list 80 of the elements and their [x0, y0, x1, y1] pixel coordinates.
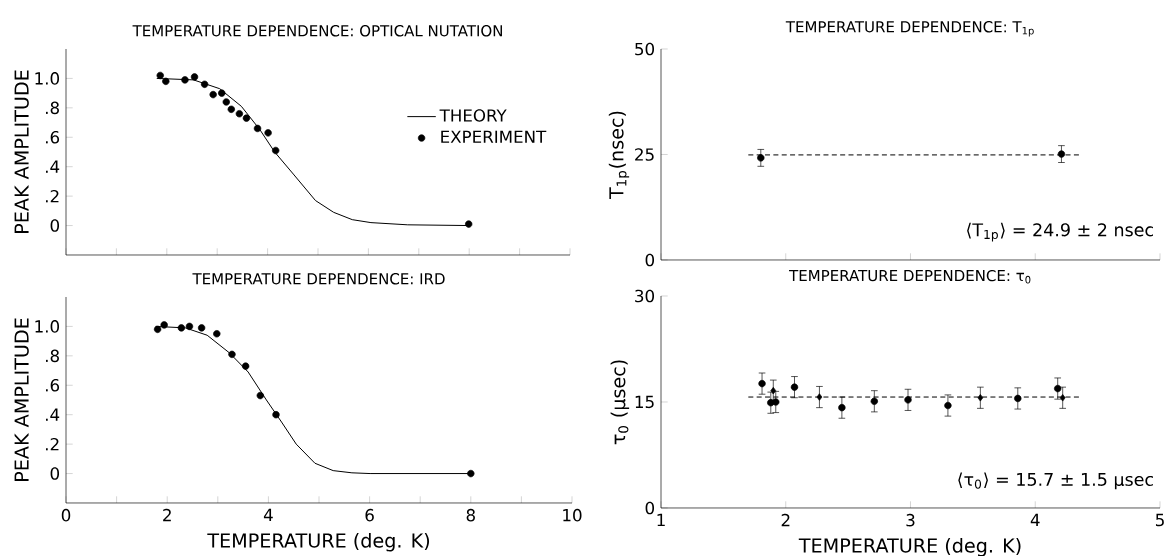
point: [772, 398, 780, 406]
x-tick-label: 2: [781, 513, 790, 527]
point: [758, 379, 766, 388]
legend-label: EXPERIMENT: [441, 130, 547, 143]
point: [242, 114, 251, 122]
point: [177, 324, 186, 332]
y-tick-label: 0: [50, 219, 60, 232]
point: [870, 397, 878, 405]
y-axis-title: T$_{1p}$(nsec): [608, 111, 630, 200]
point: [253, 124, 262, 133]
point: [467, 469, 475, 478]
point: [160, 321, 168, 329]
point: [272, 411, 280, 419]
point: [227, 105, 235, 113]
y-tick-label: 0: [645, 253, 655, 267]
y-tick-label: .2: [45, 189, 59, 203]
x-axis-title: TEMPERATURE (deg. K): [207, 532, 430, 552]
x-tick-label: 0: [61, 508, 71, 522]
y-tick-label: 15: [635, 395, 654, 409]
chart-title: TEMPERATURE DEPENDENCE: IRD: [192, 273, 445, 285]
point: [153, 325, 162, 334]
y-tick-label: .6: [45, 378, 60, 392]
point: [197, 324, 206, 332]
y-tick-label: 30: [635, 289, 655, 303]
point: [465, 220, 473, 228]
y-tick-label: 50: [635, 42, 655, 56]
point: [977, 394, 984, 402]
point: [904, 396, 912, 404]
x-tick-label: 10: [563, 508, 582, 522]
point: [271, 146, 280, 155]
point: [209, 90, 217, 99]
y-axis-title: τ$_{0}$ (μsec): [610, 360, 630, 445]
legend-label: THEORY: [439, 109, 507, 122]
point: [156, 71, 164, 80]
x-tick-label: 3: [906, 513, 915, 527]
point: [190, 73, 199, 81]
y-tick-label: .6: [45, 130, 60, 144]
y-tick-label: 1.0: [35, 320, 60, 333]
point: [235, 110, 244, 118]
y-tick-label: .8: [45, 101, 59, 115]
annotation: ⟨τ$_{0}$⟩ = 15.7 ± 1.5 μsec: [958, 472, 1153, 490]
annotation: ⟨T$_{1p}$⟩ = 24.9 ± 2 nsec: [967, 222, 1153, 242]
point: [213, 330, 221, 338]
x-tick-label: 8: [466, 508, 475, 522]
y-tick-label: .2: [45, 437, 59, 451]
x-tick-label: 5: [1155, 513, 1164, 527]
point: [1014, 394, 1022, 403]
x-tick-label: 4: [263, 508, 273, 522]
x-axis-title: TEMPERATURE (deg. K): [798, 537, 1021, 556]
point: [790, 383, 799, 391]
x-tick-label: 1: [657, 513, 665, 527]
y-tick-label: 1.0: [35, 72, 60, 85]
point: [838, 403, 846, 412]
x-tick-label: 6: [365, 508, 374, 522]
point: [218, 89, 226, 97]
x-tick-label: 2: [163, 508, 171, 522]
point: [256, 391, 264, 400]
y-axis-title: PEAK AMPLITUDE: [14, 70, 29, 233]
y-tick-label: 0: [50, 467, 60, 480]
point: [1054, 384, 1062, 393]
y-tick-label: .8: [45, 349, 59, 363]
point: [241, 362, 250, 370]
point: [944, 401, 952, 410]
point: [816, 393, 823, 401]
x-tick-label: 4: [1030, 513, 1040, 527]
point: [228, 350, 236, 359]
y-tick-label: .4: [45, 160, 60, 173]
point: [222, 98, 230, 106]
point: [200, 80, 209, 88]
y-tick-label: .4: [45, 408, 60, 421]
y-axis-title: PEAK AMPLITUDE: [14, 318, 29, 481]
y-tick-label: 25: [635, 148, 654, 161]
chart-title: TEMPERATURE DEPENDENCE: τ$_{0}$: [789, 269, 1031, 284]
point: [264, 129, 272, 137]
point: [185, 322, 194, 331]
point: [1059, 394, 1066, 402]
point: [181, 76, 189, 84]
point: [162, 77, 170, 86]
chart-title: TEMPERATURE DEPENDENCE: T$_{1p}$: [785, 21, 1034, 37]
chart-title: TEMPERATURE DEPENDENCE: OPTICAL NUTATION: [132, 25, 502, 37]
